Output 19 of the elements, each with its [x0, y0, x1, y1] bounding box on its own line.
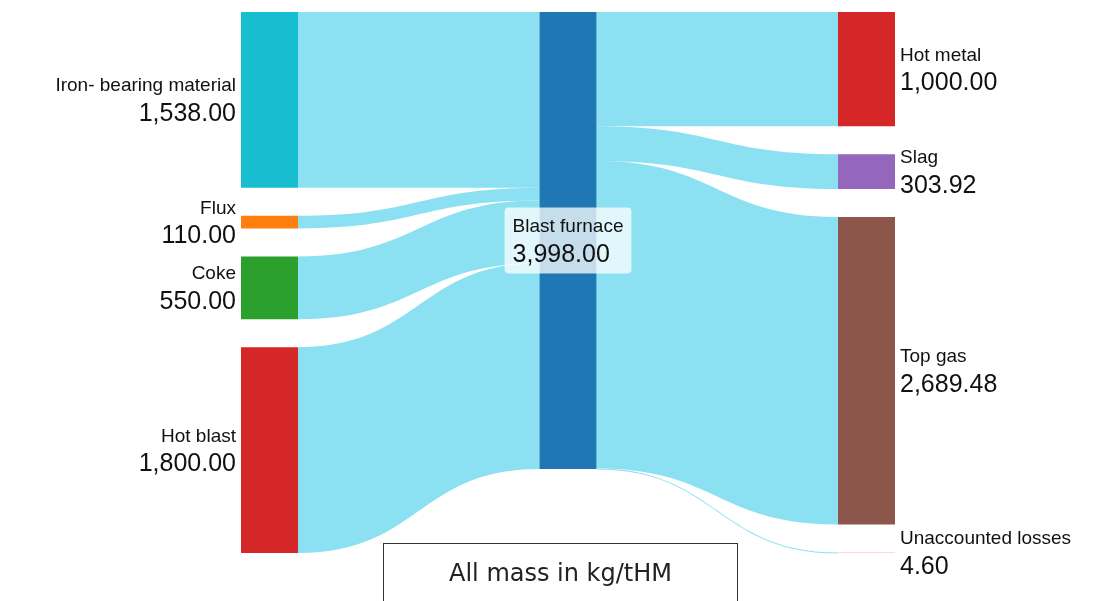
- data-label: 4.60: [900, 550, 949, 579]
- data-label: 303.92: [900, 169, 977, 198]
- data-label: 1,800.00: [138, 448, 236, 477]
- category-label: Slag: [900, 146, 939, 168]
- category-label: Blast furnace: [512, 215, 624, 236]
- data-label: 550.00: [159, 285, 236, 314]
- data-label: 1,538.00: [138, 97, 236, 126]
- data-label: 3,998.00: [512, 238, 610, 267]
- category-label: Iron- bearing material: [55, 74, 236, 96]
- category-label: Hot blast: [161, 424, 237, 446]
- category-label: Hot metal: [900, 43, 982, 65]
- data-label: 1,000.00: [900, 67, 998, 96]
- data-label: 2,689.48: [900, 368, 998, 397]
- category-label: Unaccounted losses: [900, 527, 1072, 549]
- category-label: Flux: [200, 196, 237, 218]
- category-label: Coke: [191, 262, 236, 284]
- text: All mass in kg/tHM: [383, 543, 738, 601]
- category-label: Top gas: [900, 345, 967, 367]
- data-label: 110.00: [161, 220, 236, 249]
